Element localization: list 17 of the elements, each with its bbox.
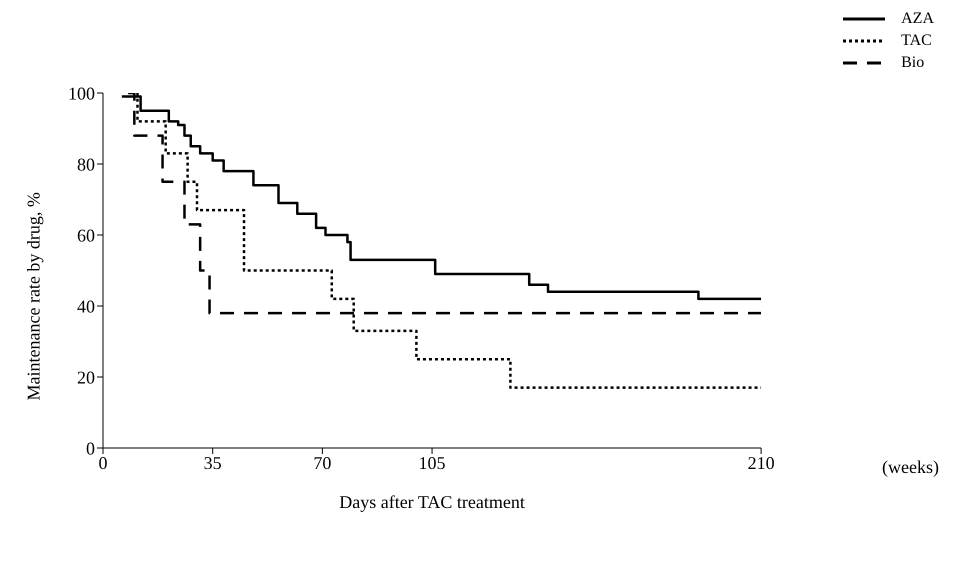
legend-label: AZA: [901, 10, 934, 28]
y-tick-label: 0: [86, 438, 95, 458]
y-tick-label: 60: [77, 225, 95, 246]
y-tick-label: 100: [68, 83, 95, 104]
y-axis-title: Maintenance rate by drug, %: [23, 192, 44, 400]
legend-label: TAC: [901, 32, 932, 50]
y-tick-label: 80: [77, 154, 95, 174]
x-axis-title: Days after TAC treatment: [339, 492, 525, 512]
y-tick-label: 20: [77, 367, 95, 388]
text: (weeks): [882, 457, 939, 478]
x-tick-label: 35: [204, 452, 222, 473]
y-tick-label: 40: [77, 296, 95, 316]
x-tick-label: 105: [418, 452, 446, 473]
x-tick-label: 210: [748, 452, 775, 473]
legend-label: Bio: [901, 54, 924, 72]
x-tick-label: 0: [98, 452, 108, 473]
x-tick-label: 70: [313, 452, 332, 473]
